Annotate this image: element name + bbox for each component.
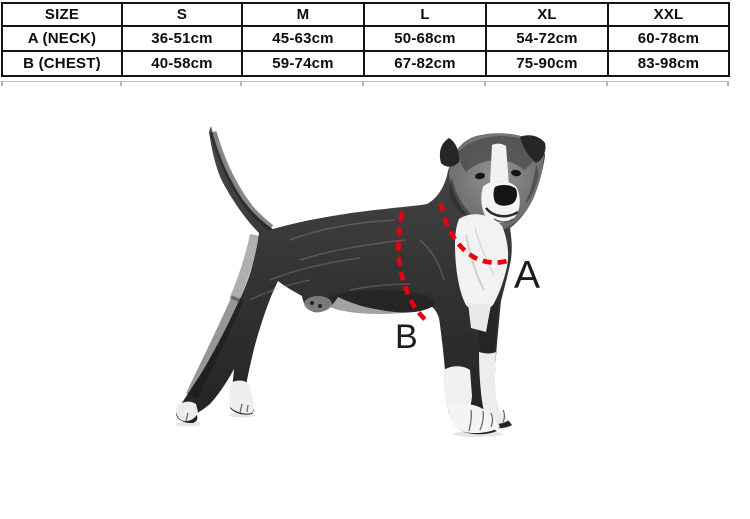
- nose: [493, 184, 517, 206]
- size-header-cell: SIZE: [1, 2, 123, 27]
- chest-label: B: [395, 318, 418, 356]
- size-chart-header-row: SIZE S M L XL XXL: [1, 2, 730, 27]
- neck-value-xl: 54-72cm: [485, 25, 609, 52]
- grid-tick: [727, 81, 729, 86]
- neck-row-label: A (NECK): [1, 25, 123, 52]
- right-ear: [520, 135, 546, 163]
- dog-head: [439, 133, 546, 231]
- chest-value-xxl: 83-98cm: [607, 50, 730, 77]
- neck-value-s: 36-51cm: [121, 25, 243, 52]
- chest-value-xl: 75-90cm: [485, 50, 609, 77]
- dog-silhouette: [176, 126, 545, 435]
- white-markings: [176, 214, 509, 434]
- grid-tick: [240, 81, 242, 86]
- size-chart-table: SIZE S M L XL XXL A (NECK) 36-51cm 45-63…: [1, 2, 730, 77]
- mouth: [485, 207, 519, 218]
- chest-measure-line: [396, 211, 430, 324]
- chest-value-m: 59-74cm: [241, 50, 365, 77]
- neck-value-l: 50-68cm: [363, 25, 487, 52]
- neck-value-xxl: 60-78cm: [607, 25, 730, 52]
- dog-tail: [209, 131, 274, 231]
- chest-row: B (CHEST) 40-58cm 59-74cm 67-82cm 75-90c…: [1, 50, 730, 77]
- size-s-cell: S: [121, 2, 243, 27]
- chest-value-s: 40-58cm: [121, 50, 243, 77]
- left-eye: [475, 172, 485, 180]
- chest-value-l: 67-82cm: [363, 50, 487, 77]
- grid-tick: [120, 81, 122, 86]
- size-xl-cell: XL: [485, 2, 609, 27]
- size-m-cell: M: [241, 2, 365, 27]
- grid-tick: [362, 81, 364, 86]
- chest-patch: [455, 214, 509, 311]
- grid-tick: [606, 81, 608, 86]
- fur-texture: [217, 139, 445, 301]
- face-blaze: [490, 143, 509, 185]
- size-l-cell: L: [363, 2, 487, 27]
- neck-row: A (NECK) 36-51cm 45-63cm 50-68cm 54-72cm…: [1, 25, 730, 52]
- neck-label: A: [514, 254, 540, 297]
- neck-value-m: 45-63cm: [241, 25, 365, 52]
- shadow-line: [1, 81, 729, 82]
- grid-tick: [484, 81, 486, 86]
- grid-tick: [1, 81, 3, 86]
- size-xxl-cell: XXL: [607, 2, 730, 27]
- left-ear: [439, 138, 460, 167]
- chest-row-label: B (CHEST): [1, 50, 123, 77]
- right-eye: [511, 169, 521, 177]
- table-bottom-shadow: [1, 81, 729, 87]
- neck-measure-line: [438, 202, 508, 265]
